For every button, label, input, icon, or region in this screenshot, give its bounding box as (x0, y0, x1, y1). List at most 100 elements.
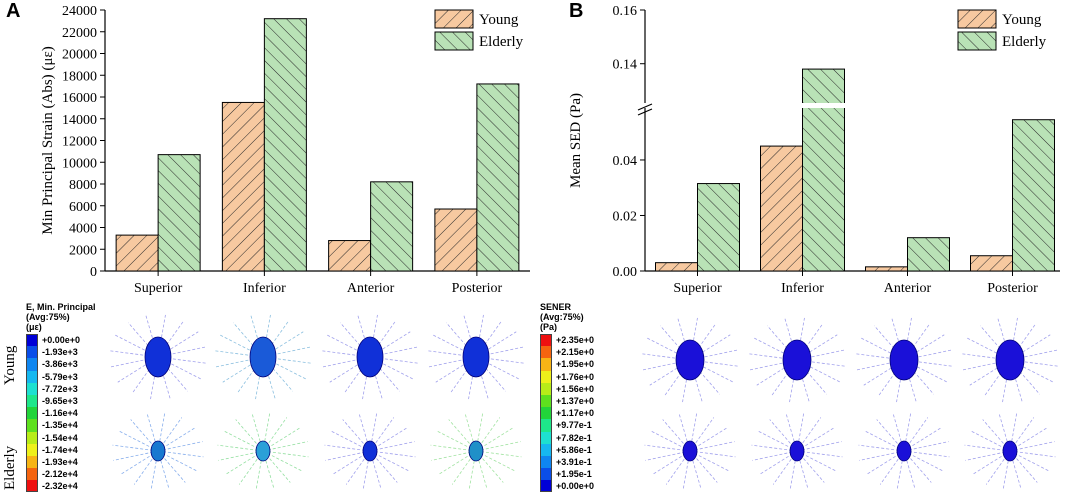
spoke-line (796, 323, 824, 361)
spoke-line (233, 322, 264, 358)
spoke-line (689, 441, 735, 452)
bone-body (789, 440, 805, 462)
spoke-line (115, 334, 159, 358)
spoke-line (475, 450, 488, 490)
spoke-line (678, 412, 691, 452)
bar-elderly-anterior (907, 237, 950, 272)
sener-contour-legend: SENER (Avg:75%) (Pa) +2.35e+0 +2.15e+0 +1.… (540, 302, 595, 493)
spoke-line (891, 318, 905, 361)
spoke-line (985, 450, 1011, 485)
spoke-line (903, 323, 931, 361)
legend-value: +0.00e+0 (556, 481, 595, 492)
y-tick-label: 20000 (62, 48, 97, 63)
spoke-line (796, 359, 847, 367)
bar-elderly-superior (697, 183, 740, 272)
legend-swatch (540, 431, 552, 444)
spoke-line (250, 315, 264, 358)
spoke-line (262, 356, 313, 364)
y-tick-label: 0.00 (613, 265, 638, 280)
spoke-line (108, 350, 159, 358)
legend-value: +7.82e-1 (556, 432, 592, 443)
bone-body (682, 440, 698, 462)
spoke-line (689, 359, 740, 367)
spoke-line (796, 427, 835, 452)
spoke-line (475, 427, 514, 452)
spoke-line (468, 450, 477, 490)
x-tick-label: Anterior (347, 281, 395, 296)
spoke-line (321, 356, 371, 368)
bone-body (144, 336, 172, 378)
spoke-line (652, 450, 691, 475)
axis-break-gap (637, 103, 1060, 108)
spoke-line (369, 441, 415, 452)
spoke-line (427, 356, 477, 368)
bone-body (249, 336, 277, 378)
spoke-line (796, 334, 838, 361)
fem-render (112, 412, 204, 490)
spoke-line (748, 359, 798, 371)
spoke-line (784, 318, 798, 361)
spoke-line (426, 350, 477, 358)
spoke-line (903, 359, 934, 395)
legend-row: +0.00e+0 (540, 480, 595, 493)
spoke-line (262, 450, 291, 483)
spoke-line (662, 419, 691, 452)
bone-body (1002, 440, 1018, 462)
spoke-line (1009, 317, 1018, 361)
fem-render (644, 412, 736, 490)
legend-value: +2.15e+0 (556, 347, 595, 358)
bar-elderly-inferior (263, 18, 307, 272)
spoke-line (225, 450, 264, 475)
fem-render (108, 314, 208, 400)
spoke-line (757, 430, 798, 452)
spoke-line (903, 349, 953, 361)
bone-body (995, 339, 1025, 381)
spoke-line (433, 334, 477, 358)
spoke-line (689, 334, 731, 361)
fem-render (751, 412, 843, 490)
fem-render (640, 317, 740, 403)
spoke-line (892, 412, 905, 452)
spoke-line (262, 450, 309, 458)
bar-elderly-superior (157, 154, 201, 272)
legend-swatch (540, 358, 552, 371)
legend-swatch (26, 394, 38, 408)
spoke-line (689, 412, 698, 452)
spoke-line (796, 417, 822, 452)
spoke-line (903, 317, 912, 361)
legend-swatch (26, 431, 38, 444)
spoke-line (997, 318, 1011, 361)
spoke-line (157, 450, 204, 458)
spoke-line (157, 450, 198, 472)
spoke-line (430, 444, 477, 452)
legend-row: -7.72e+3 (26, 382, 96, 395)
spoke-line (475, 320, 503, 358)
spoke-line (113, 450, 159, 461)
y-tick-label: 12000 (62, 135, 97, 150)
spoke-line (157, 356, 188, 392)
legend-swatch (26, 455, 38, 469)
legend-value: +1.37e+0 (556, 396, 595, 407)
spoke-line (1009, 450, 1038, 483)
y-tick-label: 10000 (62, 156, 97, 171)
legend-row: -2.32e+4 (26, 480, 96, 493)
spoke-line (133, 450, 159, 485)
legend-value: -1.93e+3 (42, 347, 78, 358)
spoke-line (903, 417, 929, 452)
spoke-line (1009, 450, 1022, 490)
legend-scale: +2.35e+0 +2.15e+0 +1.95e+0 +1.76e+0 +1.56e+0… (540, 334, 595, 493)
spoke-line (903, 450, 932, 483)
x-tick-label: Posterior (987, 281, 1038, 296)
spoke-line (332, 450, 371, 475)
spoke-line (468, 356, 477, 400)
spoke-line (759, 450, 798, 475)
spoke-line (903, 359, 917, 402)
bar-young-inferior (760, 145, 803, 272)
spoke-line (677, 318, 691, 361)
spoke-line (796, 349, 846, 361)
spoke-line (262, 356, 293, 392)
spoke-line (130, 419, 159, 452)
spoke-line (157, 441, 203, 452)
spoke-line (340, 322, 371, 358)
spoke-line (877, 359, 905, 397)
